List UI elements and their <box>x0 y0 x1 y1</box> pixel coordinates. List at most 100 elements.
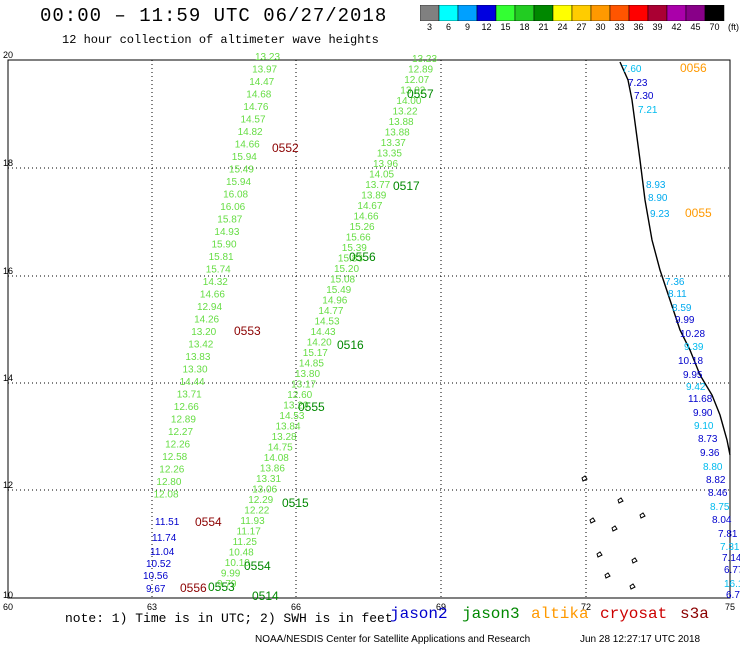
wave-height-label: 14.05 <box>369 170 394 181</box>
legend-jason2: jason2 <box>390 605 448 623</box>
wave-height-label: 13.96 <box>373 159 398 170</box>
wave-height-label: 13.97 <box>252 65 277 76</box>
wave-height-label: 9.95 <box>683 370 703 381</box>
wave-height-label: 13.71 <box>177 390 202 401</box>
island <box>617 497 624 504</box>
wave-height-label: 12.26 <box>165 440 190 451</box>
wave-height-label: 8.59 <box>672 303 692 314</box>
wave-height-label: 13.20 <box>283 401 308 412</box>
wave-height-label: 13.06 <box>252 485 277 496</box>
wave-height-label: 7.81 <box>718 529 738 540</box>
wave-height-label: 7.60 <box>622 64 642 75</box>
scale-label: 6 <box>445 22 451 32</box>
wave-height-label: 14.85 <box>299 359 324 370</box>
scale-label: 9 <box>464 22 470 32</box>
wave-height-label: 15.87 <box>217 215 242 226</box>
scale-label: 12 <box>481 22 492 32</box>
wave-height-label: 15.49 <box>326 285 351 296</box>
island <box>589 517 596 524</box>
pass-id-label: 0554 <box>195 515 222 529</box>
scale-label: 30 <box>595 22 606 32</box>
wave-height-label: 16.08 <box>223 190 248 201</box>
y-tick-label: 12 <box>3 480 13 490</box>
pass-id-label: 0556 <box>349 250 376 264</box>
credit-line: NOAA/NESDIS Center for Satellite Applica… <box>255 634 531 645</box>
wave-height-label: 15.26 <box>350 222 375 233</box>
wave-height-label: 13.20 <box>191 327 216 338</box>
legend-s3a: s3a <box>680 605 709 623</box>
wave-height-label: 9.39 <box>684 342 704 353</box>
wave-height-label: 15.83 <box>338 254 363 265</box>
wave-height-label: 7.31 <box>720 542 740 553</box>
wave-height-label: 16.06 <box>220 202 245 213</box>
wave-height-label: 12.66 <box>174 402 199 413</box>
wave-height-label: 15.08 <box>330 275 355 286</box>
wave-height-label: 9.90 <box>693 408 713 419</box>
scale-label: 36 <box>633 22 644 32</box>
wave-height-label: 11.04 <box>150 547 175 558</box>
wave-height-label: 14.93 <box>214 227 239 238</box>
scale-label: 3 <box>426 22 432 32</box>
wave-height-label: 14.77 <box>318 306 343 317</box>
plot-frame <box>7 59 731 599</box>
wave-height-label: 10.28 <box>680 329 705 340</box>
scale-label: 45 <box>690 22 701 32</box>
island <box>604 572 611 579</box>
scale-label: (ft) <box>728 22 739 32</box>
wave-height-label: 12.89 <box>171 415 196 426</box>
x-tick-label: 72 <box>581 602 591 612</box>
wave-height-label: 15.39 <box>342 243 367 254</box>
wave-height-label: 14.66 <box>354 212 379 223</box>
wave-height-label: 8.11 <box>668 289 687 300</box>
wave-height-label: 12.08 <box>154 490 179 501</box>
wave-height-label: 13.17 <box>291 380 316 391</box>
scale-label: 24 <box>557 22 568 32</box>
x-tick-label: 60 <box>3 602 13 612</box>
wave-height-label: 15.66 <box>346 233 371 244</box>
pass-id-label: 0555 <box>298 400 325 414</box>
wave-height-label: 8.04 <box>712 515 732 526</box>
x-tick-label: 63 <box>147 602 157 612</box>
wave-height-label: 12.60 <box>287 390 312 401</box>
wave-height-label: 13.30 <box>183 365 208 376</box>
wave-height-label: 12.80 <box>156 477 181 488</box>
wave-height-label: 14.96 <box>322 296 347 307</box>
y-tick-label: 18 <box>3 158 13 168</box>
pass-id-label: 0552 <box>272 141 299 155</box>
wave-height-label: 13.22 <box>393 107 418 118</box>
wave-height-label: 10.10 <box>225 558 250 569</box>
pass-id-label: 0055 <box>685 206 712 220</box>
legend-jason3: jason3 <box>462 605 520 623</box>
island <box>596 551 603 558</box>
wave-height-label: 16.1 <box>724 579 740 590</box>
wave-height-label: 11.74 <box>152 533 177 544</box>
wave-height-label: 12.22 <box>244 506 269 517</box>
scale-label: 15 <box>500 22 511 32</box>
wave-height-label: 8.90 <box>648 193 668 204</box>
wave-height-label: 14.00 <box>396 96 421 107</box>
scale-label: 18 <box>519 22 530 32</box>
wave-height-label: 7.30 <box>634 91 654 102</box>
wave-height-label: 14.82 <box>238 127 263 138</box>
y-tick-label: 20 <box>3 50 13 60</box>
scale-swatch <box>704 5 725 21</box>
wave-height-label: 8.93 <box>646 180 666 191</box>
y-tick-label: 14 <box>3 373 13 383</box>
wave-height-label: 9.99 <box>221 569 241 580</box>
x-tick-label: 75 <box>725 602 735 612</box>
wave-height-label: 12.58 <box>162 452 187 463</box>
wave-height-label: 11.93 <box>240 516 265 527</box>
wave-height-label: 8.82 <box>706 475 726 486</box>
wave-height-label: 14.68 <box>246 90 271 101</box>
wave-height-label: 15.17 <box>303 348 328 359</box>
wave-height-label: 15.94 <box>226 177 251 188</box>
wave-height-label: 15.81 <box>209 252 234 263</box>
wave-height-label: 12.89 <box>408 65 433 76</box>
wave-height-label: 14.08 <box>264 453 289 464</box>
pass-id-label: 0056 <box>680 61 707 75</box>
map-title: 00:00 – 11:59 UTC 06/27/2018 <box>40 5 388 27</box>
pass-id-label: 0517 <box>393 179 420 193</box>
wave-height-label: 13.86 <box>260 464 285 475</box>
island <box>611 525 618 532</box>
